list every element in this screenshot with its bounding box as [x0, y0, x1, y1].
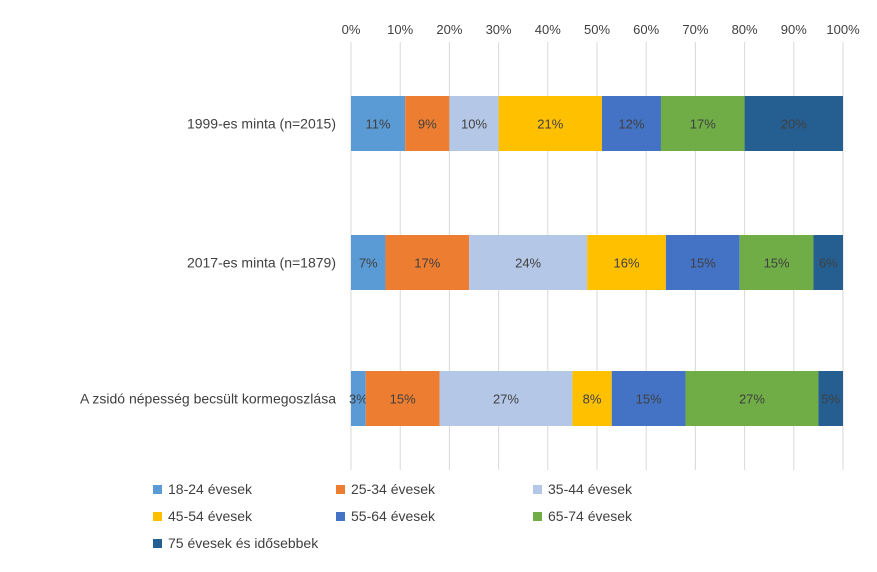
- data-label: 20%: [781, 117, 807, 132]
- bar-segment: [351, 96, 406, 151]
- bar-segment: [665, 235, 740, 290]
- legend-swatch: [153, 485, 162, 494]
- bar-segment: [660, 96, 745, 151]
- data-label: 11%: [366, 117, 391, 132]
- data-label: 17%: [690, 117, 716, 132]
- bar-segment: [818, 371, 843, 426]
- data-label: 9%: [418, 117, 437, 132]
- legend-label: 35-44 évesek: [548, 481, 633, 497]
- data-label: 16%: [614, 256, 640, 271]
- data-label: 8%: [583, 392, 602, 407]
- bar-segment: [469, 235, 588, 290]
- category-label: 2017-es minta (n=1879): [187, 255, 336, 271]
- data-label: 15%: [390, 392, 416, 407]
- x-tick-label: 10%: [387, 22, 413, 37]
- bar-segment: [611, 371, 686, 426]
- data-label: 10%: [461, 117, 487, 132]
- bar-segment: [385, 235, 470, 290]
- x-tick-label: 20%: [436, 22, 462, 37]
- x-tick-label: 0%: [342, 22, 361, 37]
- data-label: 17%: [414, 256, 440, 271]
- bar-segment: [498, 96, 602, 151]
- data-label: 15%: [636, 392, 662, 407]
- legend-swatch: [336, 485, 345, 494]
- bar-segment: [739, 235, 814, 290]
- data-label: 27%: [493, 392, 519, 407]
- bar-segment: [587, 235, 666, 290]
- x-axis-ticks: 0% 10% 20% 30% 40% 50% 60% 70% 80% 90% 100%: [342, 22, 860, 37]
- data-label: 27%: [739, 392, 765, 407]
- bar-segment: [744, 96, 843, 151]
- bars: 11% 9% 10% 21% 12% 17% 20% 7% 17% 24% 16% 15% 15% 6% 3…: [349, 96, 843, 426]
- bar-segment: [572, 371, 612, 426]
- x-tick-label: 90%: [781, 22, 807, 37]
- data-label: 7%: [359, 256, 378, 271]
- bar-segment: [685, 371, 819, 426]
- bar-segment: [365, 371, 440, 426]
- legend-swatch: [533, 485, 542, 494]
- bar-segment: [439, 371, 573, 426]
- category-label: A zsidó népesség becsült kormegoszlása: [80, 391, 336, 407]
- legend-label: 65-74 évesek: [548, 508, 633, 524]
- x-tick-label: 100%: [826, 22, 860, 37]
- legend-label: 75 évesek és idősebbek: [168, 535, 319, 551]
- legend-swatch: [533, 512, 542, 521]
- bar-segment: [449, 96, 499, 151]
- data-label: 6%: [819, 256, 838, 271]
- legend: 18-24 évesek 25-34 évesek 35-44 évesek 45-5…: [153, 481, 633, 551]
- data-label: 12%: [618, 117, 644, 132]
- category-label: 1999-es minta (n=2015): [187, 116, 336, 132]
- bar-segment: [601, 96, 661, 151]
- data-label: 15%: [764, 256, 790, 271]
- data-label: 21%: [537, 117, 563, 132]
- x-tick-label: 60%: [633, 22, 659, 37]
- data-label: 3%: [349, 392, 368, 407]
- category-labels: 1999-es minta (n=2015) 2017-es minta (n=1…: [80, 116, 336, 407]
- bar-segment: [351, 235, 386, 290]
- x-tick-label: 40%: [535, 22, 561, 37]
- bar-segment: [813, 235, 843, 290]
- data-label: 5%: [821, 392, 840, 407]
- legend-label: 45-54 évesek: [168, 508, 253, 524]
- x-tick-label: 30%: [486, 22, 512, 37]
- bar-segment: [351, 371, 366, 426]
- data-label: 24%: [515, 256, 541, 271]
- legend-swatch: [153, 539, 162, 548]
- legend-label: 55-64 évesek: [351, 508, 436, 524]
- legend-label: 25-34 évesek: [351, 481, 436, 497]
- legend-label: 18-24 évesek: [168, 481, 253, 497]
- x-tick-label: 80%: [732, 22, 758, 37]
- data-label: 15%: [690, 256, 716, 271]
- legend-swatch: [153, 512, 162, 521]
- legend-swatch: [336, 512, 345, 521]
- x-tick-label: 50%: [584, 22, 610, 37]
- bar-segment: [405, 96, 450, 151]
- x-tick-label: 70%: [682, 22, 708, 37]
